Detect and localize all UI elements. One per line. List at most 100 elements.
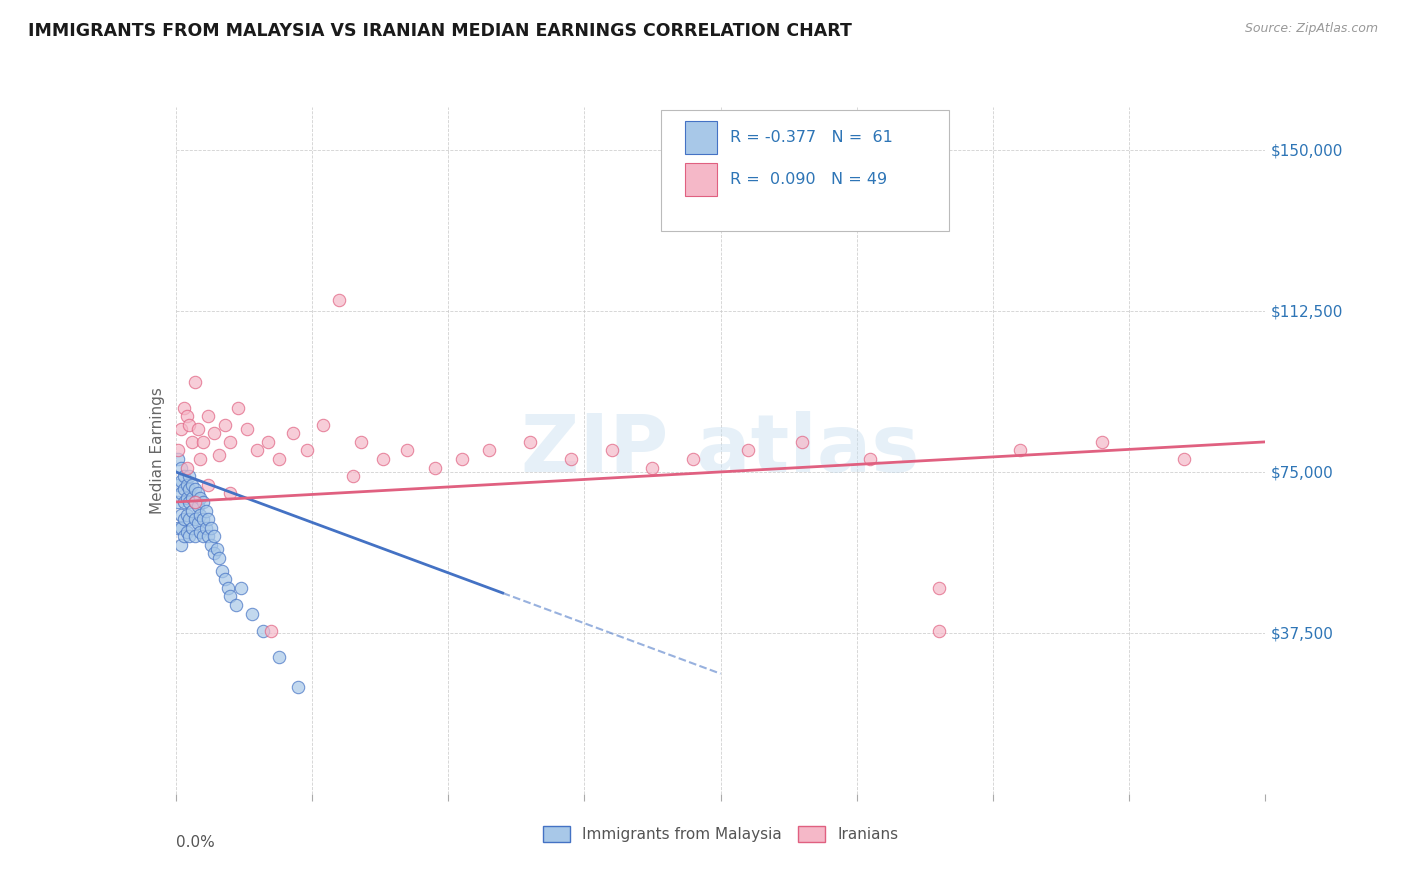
Point — [173, 495, 195, 509]
Point — [188, 508, 211, 522]
Point — [173, 512, 195, 526]
Point — [170, 508, 193, 522]
Point — [176, 478, 198, 492]
Point — [186, 516, 209, 531]
Point — [197, 512, 219, 526]
Point — [287, 680, 309, 694]
Point — [184, 529, 207, 543]
Point — [167, 521, 190, 535]
Text: R =  0.090   N = 49: R = 0.090 N = 49 — [730, 171, 887, 186]
Point — [188, 524, 211, 539]
Point — [269, 649, 291, 664]
Point — [186, 422, 209, 436]
Point — [235, 422, 257, 436]
Point — [170, 538, 193, 552]
Point — [1173, 452, 1195, 467]
Point — [202, 546, 225, 561]
Point — [240, 607, 263, 621]
Text: R = -0.377   N =  61: R = -0.377 N = 61 — [730, 130, 893, 145]
Point — [191, 434, 214, 449]
Point — [176, 409, 198, 423]
Point — [371, 452, 394, 467]
Point — [184, 375, 207, 389]
Point — [219, 434, 242, 449]
Point — [167, 452, 190, 467]
Point — [478, 443, 501, 458]
Point — [181, 434, 204, 449]
Point — [257, 434, 280, 449]
Point — [252, 624, 274, 638]
Point — [170, 486, 193, 500]
Point — [173, 529, 195, 543]
Point — [246, 443, 269, 458]
Point — [200, 521, 222, 535]
Point — [295, 443, 318, 458]
Point — [450, 452, 472, 467]
Point — [173, 482, 195, 496]
Point — [281, 426, 304, 441]
Point — [191, 512, 214, 526]
Point — [188, 452, 211, 467]
Text: 0.0%: 0.0% — [176, 835, 215, 850]
Text: ZIP atlas: ZIP atlas — [522, 411, 920, 490]
Point — [179, 417, 201, 432]
Point — [219, 590, 242, 604]
Point — [202, 426, 225, 441]
Point — [179, 529, 201, 543]
Y-axis label: Median Earnings: Median Earnings — [149, 387, 165, 514]
Point — [231, 581, 253, 595]
Point — [423, 460, 446, 475]
Point — [167, 478, 190, 492]
Point — [197, 478, 219, 492]
Point — [208, 550, 231, 565]
Point — [396, 443, 419, 458]
Point — [214, 572, 236, 586]
Point — [176, 460, 198, 475]
Point — [184, 495, 207, 509]
Point — [176, 524, 198, 539]
Point — [312, 417, 335, 432]
Point — [167, 443, 190, 458]
Point — [181, 478, 204, 492]
Point — [191, 529, 214, 543]
FancyBboxPatch shape — [661, 111, 949, 231]
Point — [181, 491, 204, 505]
Point — [342, 469, 364, 483]
Point — [197, 409, 219, 423]
Point — [211, 564, 233, 578]
FancyBboxPatch shape — [685, 162, 717, 195]
Legend: Immigrants from Malaysia, Iranians: Immigrants from Malaysia, Iranians — [537, 820, 904, 848]
Point — [1010, 443, 1032, 458]
Point — [217, 581, 239, 595]
Point — [560, 452, 582, 467]
Point — [181, 503, 204, 517]
Point — [328, 293, 350, 308]
Point — [792, 434, 814, 449]
Point — [170, 521, 193, 535]
Point — [176, 508, 198, 522]
Point — [179, 482, 201, 496]
Point — [188, 491, 211, 505]
Point — [682, 452, 704, 467]
Point — [170, 422, 193, 436]
FancyBboxPatch shape — [685, 121, 717, 154]
Point — [191, 495, 214, 509]
Point — [194, 503, 217, 517]
Point — [179, 512, 201, 526]
Point — [208, 448, 231, 462]
Point — [184, 512, 207, 526]
Point — [181, 521, 204, 535]
Point — [197, 529, 219, 543]
Point — [350, 434, 373, 449]
Point — [928, 624, 950, 638]
Point — [173, 469, 195, 483]
Point — [519, 434, 541, 449]
Point — [600, 443, 623, 458]
Point — [214, 417, 236, 432]
Point — [176, 491, 198, 505]
Point — [179, 495, 201, 509]
Point — [186, 500, 209, 514]
Point — [194, 521, 217, 535]
Point — [170, 460, 193, 475]
Point — [228, 401, 250, 415]
